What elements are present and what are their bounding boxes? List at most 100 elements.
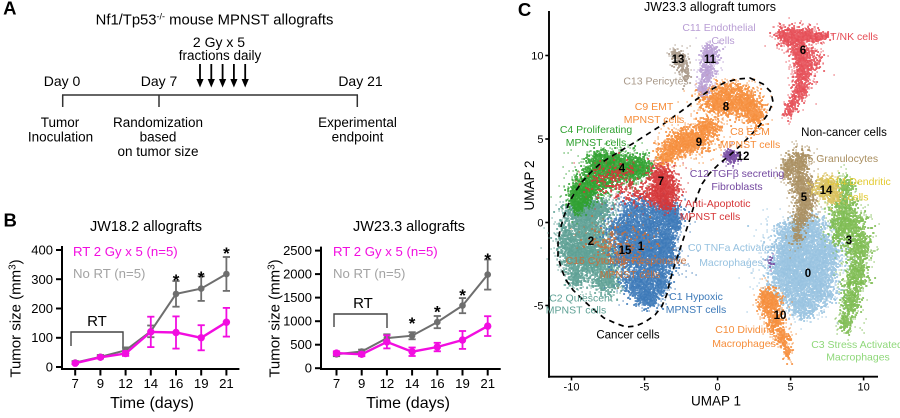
svg-text:JW23.3 allografts: JW23.3 allografts <box>353 219 465 235</box>
svg-text:C: C <box>518 0 531 20</box>
svg-text:RT: RT <box>353 295 373 312</box>
svg-text:MPNST cells: MPNST cells <box>600 269 660 281</box>
svg-text:C15 Cytokine Responsive: C15 Cytokine Responsive <box>566 255 687 267</box>
svg-text:2500: 2500 <box>283 243 312 258</box>
svg-text:10: 10 <box>531 51 543 63</box>
svg-text:MPNST cells: MPNST cells <box>680 211 740 223</box>
svg-text:0: 0 <box>537 218 543 230</box>
svg-text:5: 5 <box>801 192 808 204</box>
svg-text:Cancer cells: Cancer cells <box>596 330 660 342</box>
svg-text:C1 Hypoxic: C1 Hypoxic <box>669 291 723 303</box>
svg-text:endpoint: endpoint <box>332 130 384 145</box>
svg-text:7: 7 <box>658 176 664 188</box>
svg-text:*: * <box>198 268 205 287</box>
svg-text:C12 TGFβ secreting: C12 TGFβ secreting <box>690 168 785 180</box>
svg-text:Macrophages: Macrophages <box>712 338 776 350</box>
svg-text:C11 Endothelial: C11 Endothelial <box>682 22 755 34</box>
svg-text:*: * <box>459 286 466 305</box>
svg-text:C4 Proliferating: C4 Proliferating <box>560 124 633 136</box>
svg-text:MPNST cells: MPNST cells <box>546 305 606 317</box>
svg-text:Tumor: Tumor <box>41 115 80 130</box>
svg-text:12: 12 <box>380 376 395 391</box>
svg-text:Macrophages: Macrophages <box>699 257 763 269</box>
svg-text:A: A <box>3 0 16 19</box>
svg-text:Tumor size (mm3): Tumor size (mm3) <box>266 259 284 377</box>
svg-text:9: 9 <box>696 137 702 149</box>
svg-text:MPNST cells: MPNST cells <box>624 114 684 126</box>
svg-text:12: 12 <box>118 376 133 391</box>
svg-text:1000: 1000 <box>283 314 312 329</box>
svg-text:12: 12 <box>737 151 750 163</box>
svg-text:B: B <box>4 210 17 231</box>
svg-text:UMAP 2: UMAP 2 <box>522 160 537 210</box>
svg-text:MPNST cells: MPNST cells <box>566 137 626 149</box>
svg-text:-5: -5 <box>534 301 544 313</box>
svg-text:Day 7: Day 7 <box>141 73 178 89</box>
svg-text:No RT (n=5): No RT (n=5) <box>333 266 405 281</box>
svg-text:RT 2 Gy x 5 (n=5): RT 2 Gy x 5 (n=5) <box>73 244 178 259</box>
svg-text:200: 200 <box>31 301 53 316</box>
svg-text:7: 7 <box>333 376 340 391</box>
svg-text:*: * <box>173 271 180 290</box>
svg-text:Tumor size (mm3): Tumor size (mm3) <box>7 259 25 377</box>
svg-text:MPNST cells: MPNST cells <box>720 139 780 151</box>
svg-text:C3 Stress Activated: C3 Stress Activated <box>811 339 900 351</box>
svg-text:0: 0 <box>46 360 53 375</box>
svg-text:MPNST cells: MPNST cells <box>666 304 726 316</box>
svg-text:3: 3 <box>846 235 852 247</box>
svg-text:100: 100 <box>31 330 53 345</box>
svg-text:10: 10 <box>774 310 787 322</box>
svg-text:JW23.3 allograft tumors: JW23.3 allograft tumors <box>644 0 776 14</box>
svg-text:JW18.2 allografts: JW18.2 allografts <box>90 219 202 235</box>
svg-text:C5 Granulocytes: C5 Granulocytes <box>800 153 878 165</box>
svg-text:RT 2 Gy x 5 (n=5): RT 2 Gy x 5 (n=5) <box>333 244 438 259</box>
svg-text:Non-cancer cells: Non-cancer cells <box>801 127 887 139</box>
svg-text:No RT (n=5): No RT (n=5) <box>73 266 145 281</box>
svg-text:19: 19 <box>194 376 209 391</box>
svg-text:C6 T/NK cells: C6 T/NK cells <box>814 31 878 43</box>
svg-text:cells: cells <box>847 192 868 204</box>
svg-text:Time (days): Time (days) <box>366 395 450 412</box>
svg-text:300: 300 <box>31 272 53 287</box>
svg-text:C14 Dendritic: C14 Dendritic <box>827 176 891 188</box>
svg-text:9: 9 <box>358 376 365 391</box>
svg-text:400: 400 <box>31 243 53 258</box>
svg-text:5: 5 <box>788 382 794 394</box>
svg-text:C7 Anti-Apoptotic: C7 Anti-Apoptotic <box>669 198 750 210</box>
svg-text:C9 EMT: C9 EMT <box>635 101 674 113</box>
svg-text:Fibroblasts: Fibroblasts <box>711 181 762 193</box>
svg-text:16: 16 <box>430 376 445 391</box>
svg-text:C0 TNFa Activated: C0 TNFa Activated <box>688 242 776 254</box>
svg-text:RT: RT <box>87 313 107 330</box>
svg-text:Day 21: Day 21 <box>338 73 383 89</box>
svg-text:500: 500 <box>290 337 312 352</box>
svg-text:based: based <box>140 130 177 145</box>
svg-text:1500: 1500 <box>283 290 312 305</box>
svg-text:0: 0 <box>305 361 312 376</box>
svg-text:Randomization: Randomization <box>113 115 203 130</box>
svg-text:C13 Pericytes: C13 Pericytes <box>623 76 688 88</box>
svg-text:*: * <box>434 303 441 322</box>
svg-text:14: 14 <box>405 376 420 391</box>
svg-text:Day 0: Day 0 <box>44 73 81 89</box>
svg-text:5: 5 <box>537 134 543 146</box>
svg-text:-10: -10 <box>564 382 580 394</box>
svg-text:19: 19 <box>455 376 470 391</box>
svg-text:9: 9 <box>97 376 104 391</box>
svg-text:15: 15 <box>619 245 632 257</box>
svg-text:2 Gy x 5: 2 Gy x 5 <box>193 34 245 50</box>
svg-text:Nf1/Tp53-/- mouse MPNST allogr: Nf1/Tp53-/- mouse MPNST allografts <box>96 12 334 29</box>
svg-text:0: 0 <box>715 382 721 394</box>
svg-text:fractions daily: fractions daily <box>179 48 262 63</box>
svg-text:10: 10 <box>857 382 869 394</box>
svg-text:0: 0 <box>805 268 811 280</box>
svg-text:*: * <box>484 250 491 269</box>
svg-text:C10 Dividing: C10 Dividing <box>715 324 775 336</box>
svg-text:Macrophages: Macrophages <box>826 352 890 364</box>
svg-text:14: 14 <box>820 185 833 197</box>
svg-text:*: * <box>409 314 416 333</box>
svg-text:14: 14 <box>143 376 158 391</box>
svg-text:7: 7 <box>72 376 79 391</box>
svg-text:Cells: Cells <box>711 35 734 47</box>
svg-text:Inoculation: Inoculation <box>28 130 93 145</box>
